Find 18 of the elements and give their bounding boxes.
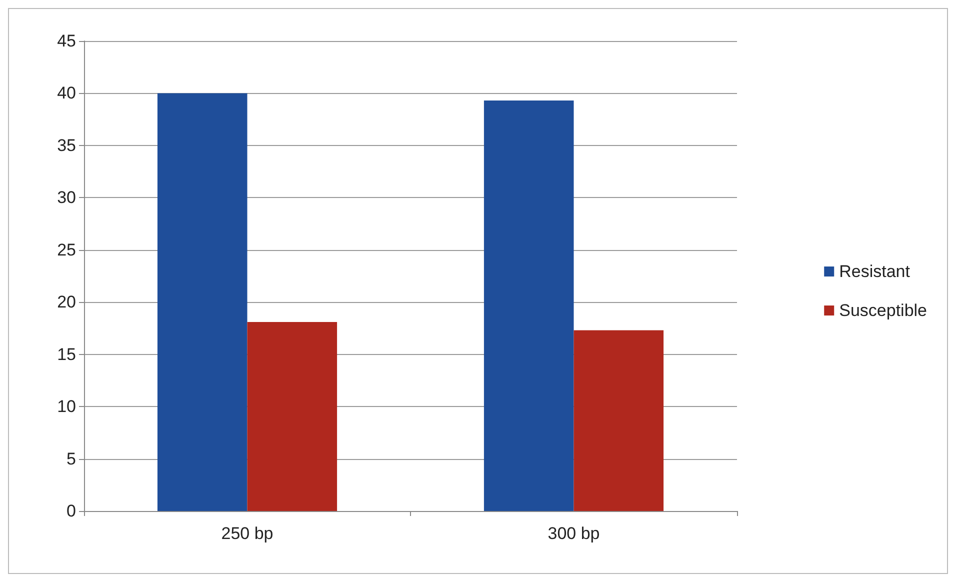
- y-tick-label: 40: [57, 84, 76, 103]
- bar: [484, 100, 574, 511]
- y-tick-label: 35: [57, 136, 76, 155]
- y-tick-label: 20: [57, 292, 76, 312]
- y-tick-label: 45: [57, 32, 76, 50]
- y-tick-label: 5: [66, 449, 76, 468]
- x-tick-label: 250 bp: [221, 524, 274, 543]
- y-tick-label: 15: [57, 344, 76, 364]
- legend-label: Susceptible: [839, 301, 927, 320]
- y-tick-label: 10: [57, 397, 76, 416]
- legend-label: Resistant: [839, 262, 910, 281]
- y-tick-label: 30: [57, 188, 76, 208]
- bar: [574, 330, 664, 511]
- x-tick-label: 300 bp: [548, 524, 600, 543]
- bar: [157, 93, 248, 511]
- y-tick-label: 0: [66, 502, 76, 520]
- y-tick-label: 25: [57, 240, 76, 260]
- bar: [247, 322, 338, 511]
